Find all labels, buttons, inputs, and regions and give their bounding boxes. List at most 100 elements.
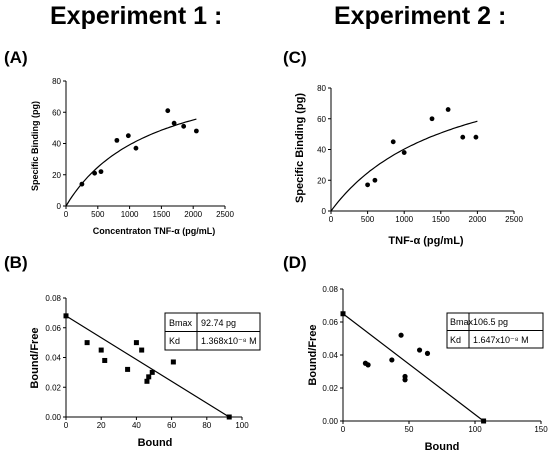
chart-c: Specific Binding (pg) TNF-α (pg/mL) 0 500… (294, 84, 523, 247)
chart-a: Specific Binding (pg) Concentraton TNF-α… (30, 77, 234, 236)
chart-b-ylabel: Bound/Free (29, 327, 41, 388)
chart-a-fit-curve (65, 118, 197, 207)
y-tick-label: 0 (322, 207, 327, 216)
y-tick-label: 0.04 (322, 351, 338, 360)
data-point (481, 418, 487, 424)
y-tick-label: 80 (317, 84, 326, 93)
data-point (372, 177, 378, 183)
data-point (365, 362, 371, 368)
data-point (92, 170, 98, 176)
chart-d-kd-value: 1.647x10⁻⁸ M (473, 335, 529, 345)
data-point (144, 378, 150, 384)
x-tick-label: 1500 (153, 210, 171, 219)
chart-b: Bound/Free Bound Bmax 92.74 pg Kd 1.368x… (29, 294, 261, 449)
chart-d-bmax-label: Bmax (450, 317, 474, 327)
data-point (171, 120, 177, 126)
panel-label-b: (B) (4, 253, 28, 272)
data-point (170, 359, 176, 365)
x-tick-label: 0 (341, 425, 346, 434)
y-tick-label: 40 (52, 140, 61, 149)
y-tick-label: 0.06 (322, 318, 338, 327)
data-point (460, 134, 466, 140)
y-tick-label: 20 (317, 176, 326, 185)
chart-d-regression-line (342, 313, 484, 422)
y-tick-label: 0.04 (45, 354, 61, 363)
chart-b-xlabel: Bound (138, 437, 173, 449)
data-point (149, 369, 155, 375)
x-tick-label: 1000 (121, 210, 139, 219)
data-point (402, 377, 408, 383)
data-point (429, 116, 435, 122)
y-tick-label: 0.06 (45, 324, 61, 333)
y-tick-label: 40 (317, 146, 326, 155)
data-point (102, 357, 108, 363)
chart-d-kd-label: Kd (450, 335, 461, 345)
y-tick-label: 80 (52, 77, 61, 86)
data-point (146, 374, 152, 380)
data-point (165, 108, 171, 114)
data-point (473, 134, 479, 140)
y-tick-label: 0.08 (322, 285, 338, 294)
data-point (98, 347, 104, 353)
y-tick-label: 0 (57, 202, 62, 211)
chart-c-xlabel: TNF-α (pg/mL) (388, 235, 464, 247)
data-point (181, 123, 187, 129)
y-tick-label: 0.02 (322, 384, 338, 393)
data-point (84, 340, 90, 346)
x-tick-label: 2500 (216, 210, 234, 219)
chart-b-bmax-value: 92.74 pg (201, 318, 236, 328)
panel-label-c: (C) (283, 48, 307, 67)
x-tick-label: 2000 (469, 215, 487, 224)
experiment-2-title: Experiment 2 : (334, 2, 507, 30)
data-point (389, 357, 395, 363)
y-tick-label: 20 (52, 171, 61, 180)
panel-label-a: (A) (4, 48, 28, 67)
x-tick-label: 2000 (184, 210, 202, 219)
data-point (98, 169, 104, 175)
data-point (226, 414, 232, 420)
chart-d-xlabel: Bound (425, 441, 460, 453)
x-tick-label: 500 (91, 210, 105, 219)
data-point (398, 332, 404, 338)
x-tick-label: 0 (64, 210, 69, 219)
data-point (445, 107, 451, 112)
data-point (390, 139, 396, 145)
data-point (424, 350, 431, 356)
data-point (365, 182, 370, 188)
y-tick-label: 60 (52, 108, 61, 117)
chart-d-ylabel: Bound/Free (307, 324, 319, 385)
data-point (63, 313, 69, 319)
x-tick-label: 1000 (395, 215, 413, 224)
chart-a-xlabel: Concentraton TNF-α (pg/mL) (93, 226, 216, 236)
chart-d-param-table: Bmax 106.5 pg Kd 1.647x10⁻⁸ M (446, 312, 544, 349)
x-tick-label: 100 (235, 421, 249, 430)
x-tick-label: 500 (361, 215, 375, 224)
data-point (193, 128, 199, 134)
chart-d-bmax-value: 106.5 pg (473, 317, 508, 327)
y-tick-label: 60 (317, 115, 326, 124)
chart-c-ylabel: Specific Binding (pg) (294, 93, 306, 203)
chart-b-kd-value: 1.368x10⁻⁸ M (201, 336, 257, 346)
chart-a-ylabel: Specific Binding (pg) (30, 101, 40, 191)
x-tick-label: 80 (202, 421, 211, 430)
x-tick-label: 60 (167, 421, 176, 430)
data-point (401, 150, 407, 155)
y-tick-label: 0.02 (45, 383, 61, 392)
x-tick-label: 0 (64, 421, 69, 430)
data-point (125, 133, 131, 139)
experiment-1-title: Experiment 1 : (50, 2, 223, 30)
x-tick-label: 50 (405, 425, 414, 434)
chart-b-kd-label: Kd (169, 336, 180, 346)
data-point (114, 137, 120, 143)
chart-c-fit-curve (330, 120, 478, 212)
y-tick-label: 0.08 (45, 294, 61, 303)
data-point (79, 181, 85, 187)
chart-b-bmax-label: Bmax (169, 318, 193, 328)
chart-b-regression-line (65, 315, 230, 418)
chart-d: Bound/Free Bound Bmax 106.5 pg Kd 1.647x… (307, 285, 548, 453)
data-point (133, 145, 139, 151)
x-tick-label: 20 (97, 421, 106, 430)
data-point (340, 311, 346, 317)
x-tick-label: 1500 (432, 215, 450, 224)
